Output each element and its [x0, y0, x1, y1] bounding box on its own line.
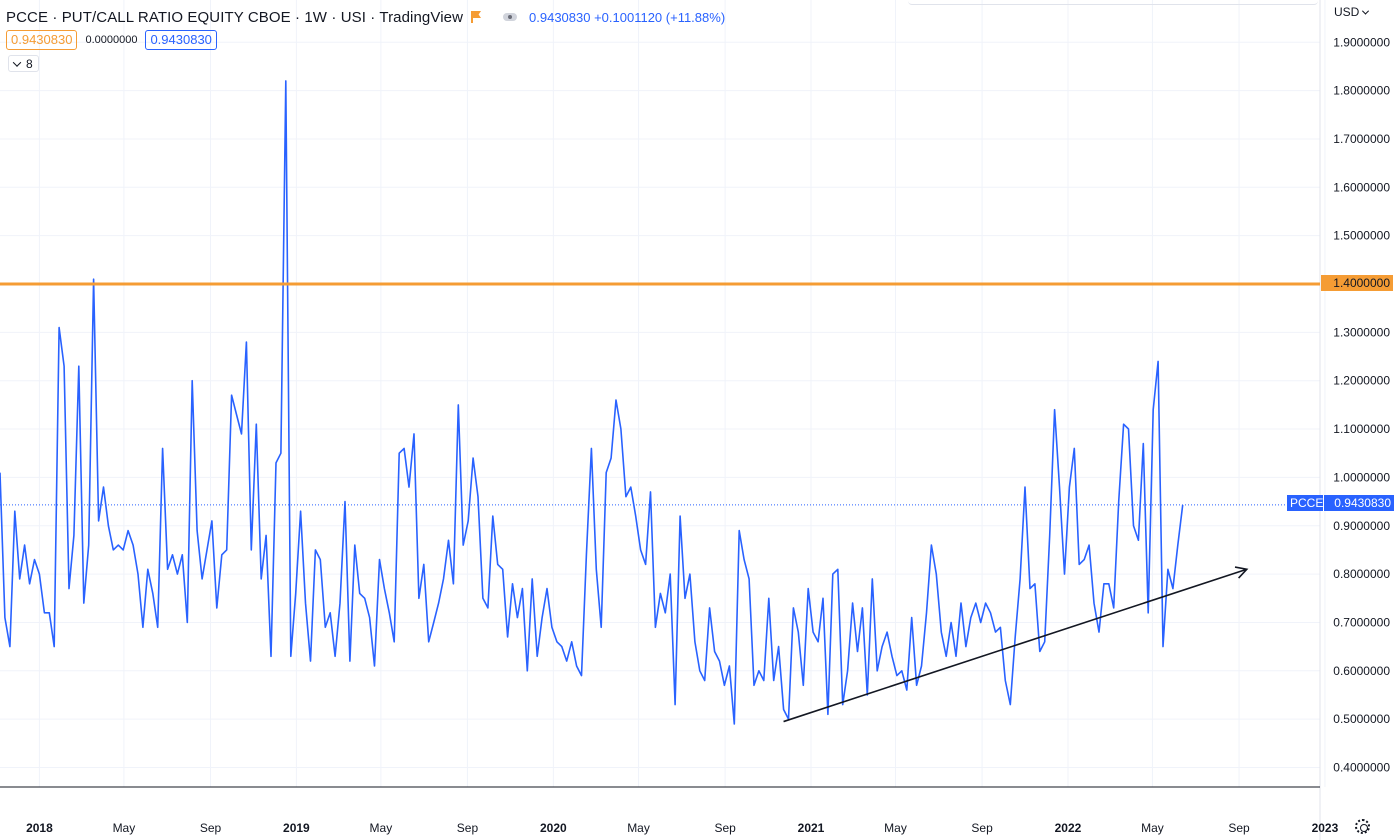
value-blue: 0.9430830	[145, 30, 217, 50]
x-tick-label: May	[1141, 821, 1164, 835]
horizontal-line-price-badge: 1.4000000	[1321, 275, 1393, 291]
indicators-collapse-button[interactable]: 8	[8, 55, 39, 72]
y-tick-label: 1.5000000	[1333, 229, 1390, 243]
eye-icon[interactable]	[503, 13, 518, 21]
y-tick-label: 1.6000000	[1333, 180, 1390, 194]
grid-layer	[0, 0, 1326, 840]
indicator-values: 0.9430830 0.0000000 0.9430830	[6, 30, 217, 50]
x-tick-label: 2022	[1055, 821, 1082, 835]
x-tick-label: 2018	[26, 821, 53, 835]
y-tick-label: 1.8000000	[1333, 84, 1390, 98]
trendline[interactable]	[783, 568, 1248, 723]
y-tick-label: 0.6000000	[1333, 664, 1390, 678]
x-tick-label: 2020	[540, 821, 567, 835]
y-tick-label: 1.9000000	[1333, 35, 1390, 49]
x-tick-label: Sep	[1228, 821, 1250, 835]
legend-title-row: PCCE · PUT/CALL RATIO EQUITY CBOE · 1W ·…	[6, 7, 725, 27]
chevron-down-icon	[1362, 7, 1370, 15]
y-tick-label: 1.1000000	[1333, 422, 1390, 436]
y-tick-label: 1.2000000	[1333, 374, 1390, 388]
last-price-badge: 0.9430830	[1324, 495, 1394, 511]
chevron-down-icon	[12, 57, 22, 67]
x-tick-label: 2023	[1312, 821, 1339, 835]
trendline-arrowhead	[1234, 566, 1249, 579]
x-tick-label: Sep	[457, 821, 479, 835]
x-tick-label: Sep	[971, 821, 993, 835]
y-tick-label: 1.0000000	[1333, 470, 1390, 484]
y-tick-label: 0.4000000	[1333, 761, 1390, 775]
price-summary: 0.9430830 +0.1001120 (+11.88%)	[529, 9, 726, 25]
indicator-count: 8	[26, 56, 33, 71]
y-tick-label: 0.9000000	[1333, 519, 1390, 533]
x-tick-label: May	[884, 821, 907, 835]
x-tick-label: May	[370, 821, 393, 835]
x-tick-label: 2021	[798, 821, 825, 835]
symbol-title[interactable]: PCCE · PUT/CALL RATIO EQUITY CBOE · 1W ·…	[6, 8, 464, 26]
symbol-badge: PCCE	[1287, 495, 1323, 511]
value-plain: 0.0000000	[85, 34, 138, 46]
y-tick-label: 1.3000000	[1333, 325, 1390, 339]
gear-icon[interactable]	[1355, 819, 1370, 834]
x-tick-label: May	[627, 821, 650, 835]
x-tick-label: May	[113, 821, 136, 835]
value-orange: 0.9430830	[6, 30, 78, 50]
y-tick-label: 0.5000000	[1333, 712, 1390, 726]
x-tick-label: Sep	[200, 821, 222, 835]
y-tick-label: 1.7000000	[1333, 132, 1390, 146]
tick-layer: 0.4000000 0.5000000 0.6000000 0.7000000 0.80…	[26, 35, 1390, 835]
y-tick-label: 0.7000000	[1333, 615, 1390, 629]
y-tick-label: 0.8000000	[1333, 567, 1390, 581]
flag-icon[interactable]	[471, 11, 481, 23]
x-tick-label: 2019	[283, 821, 310, 835]
currency-label: USD	[1334, 5, 1360, 19]
series-line-pcce[interactable]	[0, 80, 1184, 725]
currency-selector[interactable]: USD	[1334, 5, 1370, 19]
x-tick-label: Sep	[714, 821, 736, 835]
line-layer[interactable]	[0, 80, 1320, 725]
toolbar-edge	[908, 0, 1318, 5]
